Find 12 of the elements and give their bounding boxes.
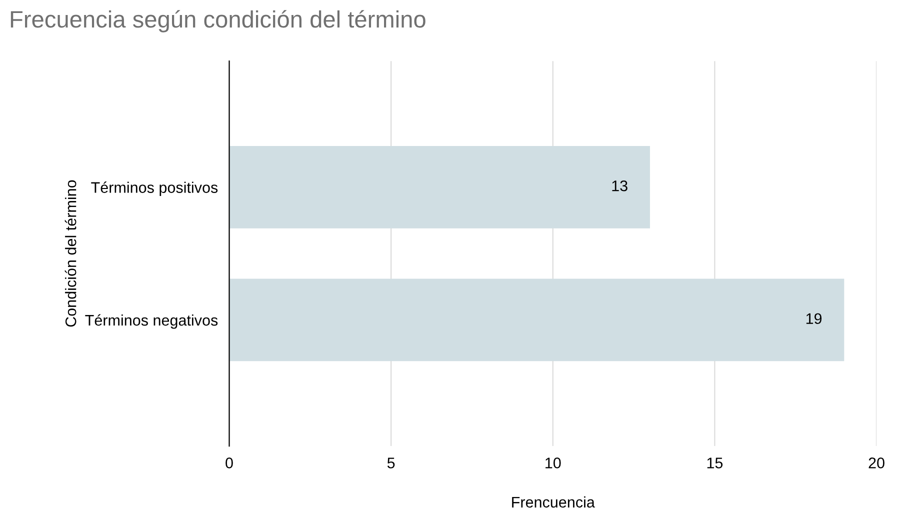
x-tick-label: 15 (707, 458, 723, 468)
x-tick-label: 20 (868, 458, 884, 468)
data-label: 13 (612, 180, 628, 192)
y-tick-label: Términos positivos (91, 182, 218, 196)
y-tick-label: Términos negativos (85, 314, 218, 329)
x-tick-label: 10 (546, 458, 561, 468)
x-axis-title: Frencuencia (512, 496, 595, 508)
data-label: 19 (806, 313, 822, 324)
y-axis-title: Condición del término (64, 180, 76, 327)
chart-title: Frecuencia según condición del término (10, 10, 426, 32)
x-tick-label: 5 (387, 458, 395, 468)
x-tick-label: 0 (226, 458, 233, 468)
